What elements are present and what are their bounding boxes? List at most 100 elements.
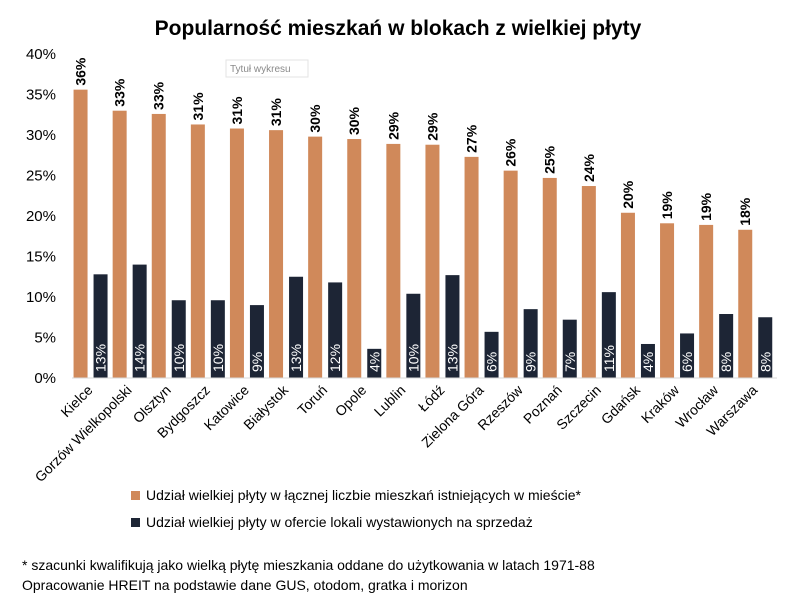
bar-series-2 — [523, 309, 538, 378]
data-label-series-1: 29% — [385, 111, 401, 140]
data-label-series-1: 26% — [503, 138, 519, 167]
bar-series-1 — [269, 130, 284, 378]
bar-series-2 — [719, 314, 734, 378]
data-label-series-2: 13% — [93, 344, 109, 372]
data-label-series-1: 18% — [737, 197, 753, 226]
data-label-series-2: 7% — [562, 352, 578, 372]
y-tick-label: 30% — [26, 127, 56, 144]
data-label-series-2: 13% — [444, 344, 460, 372]
bar-series-2 — [171, 300, 186, 378]
legend-swatch-series-2 — [131, 518, 140, 527]
bar-series-2 — [367, 348, 382, 378]
bar-series-1 — [73, 89, 88, 378]
data-label-series-1: 33% — [112, 78, 128, 107]
x-tick-label: Toruń — [294, 382, 330, 418]
bar-series-2 — [210, 300, 225, 378]
chart-title: Popularność mieszkań w blokach z wielkie… — [155, 17, 642, 40]
data-label-series-2: 6% — [679, 352, 695, 372]
y-tick-label: 5% — [34, 330, 56, 347]
bar-series-1 — [112, 110, 127, 378]
bar-series-2 — [445, 275, 460, 378]
legend-label-series-1: Udział wielkiej płyty w łącznej liczbie … — [146, 487, 581, 503]
data-label-series-2: 8% — [718, 352, 734, 372]
bar-series-1 — [347, 139, 362, 378]
data-label-series-2: 9% — [523, 352, 539, 372]
data-label-series-2: 4% — [366, 352, 382, 372]
y-tick-label: 40% — [26, 46, 56, 63]
data-label-series-1: 30% — [307, 104, 323, 133]
bar-series-2 — [680, 333, 695, 378]
data-label-series-1: 24% — [581, 153, 597, 182]
plot-area: 36% 13% 33% 14% 33% 10% 31% 10% 31% 9% 31% 13% 30% 12… — [73, 57, 773, 378]
bar-series-2 — [758, 317, 773, 378]
y-tick-label: 20% — [26, 208, 56, 225]
bar-series-2 — [328, 282, 343, 378]
legend-swatch-series-1 — [131, 491, 140, 500]
tooltip-text: Tytuł wykresu — [230, 64, 291, 75]
bar-series-1 — [581, 186, 596, 378]
data-label-series-2: 12% — [327, 344, 343, 372]
bar-series-1 — [660, 223, 675, 378]
x-tick-label: Gdańsk — [598, 381, 644, 427]
bar-series-1 — [425, 144, 440, 378]
bar-series-2 — [484, 331, 499, 378]
x-tick-label: Białystok — [240, 381, 292, 433]
data-label-series-2: 10% — [210, 344, 226, 372]
y-tick-label: 10% — [26, 289, 56, 306]
data-label-series-2: 8% — [757, 352, 773, 372]
bar-series-1 — [308, 136, 323, 378]
data-label-series-1: 31% — [229, 96, 245, 125]
bar-series-2 — [249, 305, 264, 378]
bar-series-1 — [229, 128, 244, 378]
source-note: Opracowanie HREIT na podstawie dane GUS,… — [22, 577, 468, 593]
bar-series-2 — [406, 293, 421, 378]
y-tick-label: 25% — [26, 168, 56, 185]
y-tick-label: 15% — [26, 249, 56, 266]
bar-series-2 — [601, 292, 616, 378]
data-label-series-1: 31% — [268, 98, 284, 127]
bar-series-1 — [738, 229, 753, 378]
data-label-series-1: 27% — [464, 124, 480, 153]
x-tick-label: Lublin — [371, 382, 409, 420]
data-label-series-2: 14% — [132, 344, 148, 372]
bar-series-1 — [503, 170, 518, 378]
data-label-series-1: 19% — [698, 192, 714, 221]
y-tick-label: 35% — [26, 87, 56, 104]
bar-series-1 — [620, 212, 635, 378]
data-label-series-2: 10% — [405, 344, 421, 372]
bar-series-1 — [190, 124, 205, 378]
bar-series-2 — [93, 274, 108, 378]
data-label-series-1: 25% — [542, 145, 558, 174]
bar-series-2 — [289, 276, 304, 378]
data-label-series-2: 10% — [171, 344, 187, 372]
legend-label-series-2: Udział wielkiej płyty w ofercie lokali w… — [146, 514, 533, 530]
data-label-series-1: 33% — [151, 81, 167, 110]
data-label-series-1: 19% — [659, 191, 675, 220]
bar-series-1 — [699, 224, 714, 378]
legend: Udział wielkiej płyty w łącznej liczbie … — [131, 487, 581, 530]
footnote: * szacunki kwalifikują jako wielką płytę… — [22, 557, 595, 573]
bar-series-2 — [640, 343, 655, 378]
data-label-series-1: 36% — [73, 57, 89, 86]
data-label-series-1: 29% — [424, 112, 440, 141]
data-label-series-2: 6% — [484, 352, 500, 372]
x-tick-label: Opole — [332, 382, 370, 420]
bar-series-2 — [132, 264, 147, 378]
data-label-series-2: 11% — [601, 345, 617, 372]
x-tick-label: Łódź — [415, 382, 448, 415]
y-axis: 0% 5% 10% 15% 20% 25% 30% 35% 40% — [26, 46, 56, 387]
bar-series-1 — [151, 113, 166, 378]
data-label-series-2: 13% — [288, 344, 304, 372]
bar-series-2 — [562, 319, 577, 378]
data-label-series-1: 31% — [190, 92, 206, 121]
data-label-series-2: 9% — [249, 352, 265, 372]
bar-series-1 — [464, 156, 479, 378]
data-label-series-1: 20% — [620, 180, 636, 209]
data-label-series-1: 30% — [346, 106, 362, 135]
bar-series-1 — [542, 177, 557, 378]
tooltip-box: Tytuł wykresu — [225, 59, 309, 78]
bar-series-1 — [386, 143, 401, 378]
data-label-series-2: 4% — [640, 352, 656, 372]
